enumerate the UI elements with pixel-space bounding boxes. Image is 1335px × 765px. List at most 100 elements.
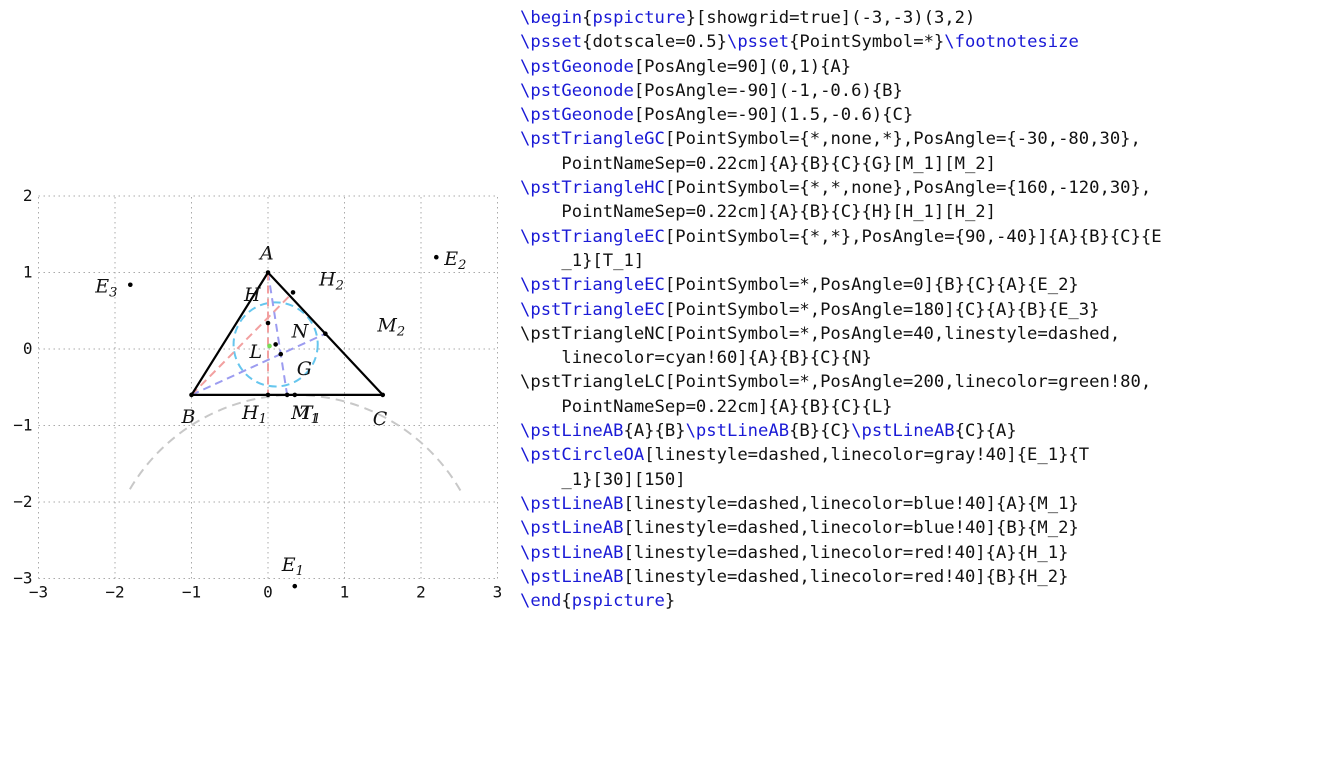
y-tick-label: −1	[13, 416, 32, 435]
point-label-subscript: 1	[259, 412, 267, 427]
point-label-subscript: 1	[311, 412, 319, 427]
code-keyword: \pstTriangleHC	[520, 178, 665, 199]
point-label-subscript: 2	[457, 258, 466, 273]
code-text: [PosAngle=-90](1.5,-0.6){C}	[633, 105, 914, 126]
median-line	[267, 272, 289, 396]
point-dot	[128, 282, 133, 288]
point-dot	[278, 351, 284, 357]
point-label: H1	[241, 402, 267, 427]
points	[128, 254, 439, 589]
x-tick-label: −3	[29, 583, 48, 602]
point-dot	[290, 290, 296, 295]
x-tick-label: 0	[263, 583, 273, 602]
code-keyword: \pstLineAB	[520, 518, 624, 539]
y-tick-label: −2	[13, 492, 32, 511]
code-keyword: \pstCircleOA	[520, 445, 645, 466]
x-tick-label: 1	[340, 583, 350, 602]
point-label-subscript: 1	[312, 412, 320, 427]
point-dot	[273, 342, 278, 347]
code-line: _1}[30][150]	[520, 469, 686, 490]
code-text: {dotscale=0.5}	[582, 32, 727, 53]
code-text: \pstTriangleNC[PointSymbol=*,PosAngle=40…	[520, 323, 1121, 344]
code-line: _1}[T_1]	[520, 251, 644, 271]
code-keyword: \begin	[520, 8, 583, 28]
code-text: PointNameSep=0.22cm]{A}{B}{C}{H}[H_1][H_…	[520, 202, 996, 223]
code-line: PointNameSep=0.22cm]{A}{B}{C}{L}	[520, 397, 892, 417]
point-label: H	[243, 284, 261, 306]
code-line: \psset{dotscale=0.5}\psset{PointSymbol=*…	[520, 32, 1079, 52]
code-text: [PointSymbol={*,*},PosAngle={90,-40}]{A}…	[664, 226, 1162, 247]
code-line: \pstTriangleNC[PointSymbol=*,PosAngle=40…	[520, 324, 1120, 344]
code-line: \pstTriangleGC[PointSymbol={*,none,*},Po…	[520, 129, 1141, 149]
x-tick-label: 3	[493, 583, 503, 602]
triangle-side	[190, 271, 270, 396]
point-dot	[284, 392, 290, 398]
code-text: [linestyle=dashed,linecolor=gray!40]{E_1…	[644, 445, 1090, 466]
point-label: G	[297, 358, 312, 380]
code-text: [PointSymbol=*,PosAngle=180]{C}{A}{B}{E_…	[664, 299, 1100, 320]
point-dot	[292, 392, 298, 398]
code-keyword: \psset	[726, 32, 790, 53]
code-text: {A}{B}	[623, 421, 686, 442]
point-label-subscript: 2	[335, 278, 344, 293]
code-text: _1}[30][150]	[520, 469, 686, 490]
code-keyword: \pstGeonode	[520, 56, 634, 77]
point-label-subscript: 2	[396, 325, 405, 340]
code-keyword: \pstGeonode	[520, 80, 634, 101]
point-label: C	[373, 408, 388, 430]
code-keyword: \pstLineAB	[520, 566, 624, 587]
code-text: _1}[T_1]	[520, 250, 645, 271]
code-keyword: \pstLineAB	[685, 421, 790, 442]
point-label: B	[181, 406, 196, 428]
code-text: [PointSymbol={*,none,*},PosAngle={-30,-8…	[664, 129, 1141, 150]
code-line: \pstTriangleEC[PointSymbol={*,*},PosAngl…	[520, 227, 1162, 247]
code-text: {C}{A}	[954, 421, 1017, 442]
x-tick-label: −2	[105, 583, 124, 602]
code-line: \pstTriangleEC[PointSymbol=*,PosAngle=18…	[520, 300, 1099, 320]
point-dot	[189, 392, 194, 398]
x-tick-label: −1	[182, 583, 201, 602]
code-line: \pstGeonode[PosAngle=-90](-1,-0.6){B}	[520, 81, 903, 101]
code-keyword: \pstGeonode	[520, 105, 634, 126]
code-line: \begin{pspicture}[showgrid=true](-3,-3)(…	[520, 8, 975, 28]
point-label-subscript: 1	[296, 564, 304, 579]
code-text: }	[664, 591, 676, 612]
code-text: [PosAngle=-90](-1,-0.6){B}	[633, 80, 903, 101]
code-line: PointNameSep=0.22cm]{A}{B}{C}{G}[M_1][M_…	[520, 154, 996, 174]
point-dot	[265, 320, 271, 326]
point-dot	[265, 392, 271, 398]
code-text: linecolor=cyan!60]{A}{B}{C}{N}	[520, 348, 872, 369]
point-label: M2	[376, 315, 405, 340]
point-dot	[323, 331, 328, 337]
point-dot	[380, 392, 386, 398]
y-tick-label: 0	[23, 339, 33, 358]
code-text: [linestyle=dashed,linecolor=blue!40]{A}{…	[623, 493, 1079, 514]
code-line: \end{pspicture}	[520, 591, 675, 611]
code-text: }[showgrid=true](-3,-3)(3,2)	[685, 8, 976, 28]
code-line: PointNameSep=0.22cm]{A}{B}{C}{H}[H_1][H_…	[520, 202, 996, 222]
point-label: L	[249, 341, 263, 363]
point-label-subscript: 3	[109, 286, 117, 301]
nine-point-circle	[232, 301, 319, 388]
y-tick-label: −3	[13, 569, 32, 588]
code-keyword: \pstLineAB	[520, 542, 624, 563]
x-tick-label: 2	[416, 583, 426, 602]
code-keyword: \pstLineAB	[520, 421, 624, 442]
code-text: [PointSymbol=*,PosAngle=0]{B}{C}{A}{E_2}	[664, 275, 1079, 296]
code-text: {	[582, 8, 593, 28]
point-label: E2	[443, 248, 466, 273]
point-label: E3	[94, 276, 117, 301]
code-text: [linestyle=dashed,linecolor=red!40]{A}{H…	[623, 542, 1069, 563]
code-line: linecolor=cyan!60]{A}{B}{C}{N}	[520, 348, 872, 369]
code-line: \pstLineAB{A}{B}\pstLineAB{B}{C}\pstLine…	[520, 421, 1017, 441]
code-text: [PointSymbol={*,*,none},PosAngle={160,-1…	[664, 178, 1152, 199]
code-keyword: \footnotesize	[944, 32, 1079, 53]
altitude-line	[190, 291, 294, 396]
code-keyword: \pstTriangleEC	[520, 226, 665, 247]
code-line: \pstTriangleLC[PointSymbol=*,PosAngle=20…	[520, 372, 1151, 392]
y-tick-label: 1	[23, 263, 33, 282]
grid: −3 −2 −1 0 1 2 3 −3 −2 −1 0 1 2	[13, 186, 502, 602]
code-line: \pstTriangleEC[PointSymbol=*,PosAngle=0]…	[520, 275, 1079, 295]
code-text: [linestyle=dashed,linecolor=blue!40]{B}{…	[623, 518, 1079, 539]
